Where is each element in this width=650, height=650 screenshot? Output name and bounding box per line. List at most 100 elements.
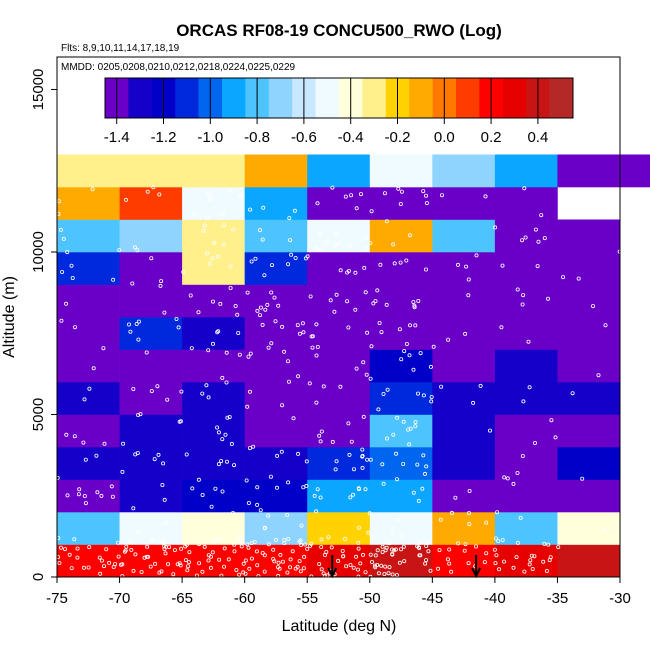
x-tick-label: -30 <box>609 590 631 607</box>
sample-point <box>210 299 215 304</box>
sample-point <box>67 552 72 557</box>
sample-point <box>421 189 426 194</box>
sample-point <box>300 321 305 326</box>
heatmap-cell <box>307 154 371 188</box>
sample-point <box>238 194 243 199</box>
sample-point <box>174 316 179 321</box>
heatmap-cell <box>432 349 496 383</box>
heatmap-cell <box>57 544 120 578</box>
sample-point <box>58 227 63 232</box>
sample-point <box>391 432 396 437</box>
sample-point <box>205 251 210 256</box>
sample-point <box>500 263 505 268</box>
sample-point <box>462 548 467 553</box>
heatmap-cell <box>119 154 183 188</box>
sample-point <box>253 256 258 261</box>
sample-point <box>548 555 553 560</box>
sample-point <box>213 486 218 491</box>
sample-point <box>363 487 368 492</box>
y-tick-label: 15000 <box>30 69 47 111</box>
sample-point <box>404 258 409 263</box>
sample-point <box>297 331 302 336</box>
sample-point <box>415 391 420 396</box>
sample-point <box>319 567 324 572</box>
sample-point <box>455 262 460 267</box>
sample-point <box>153 561 158 566</box>
sample-point <box>158 283 163 288</box>
sample-point <box>473 544 478 549</box>
sample-point <box>266 345 271 350</box>
sample-point <box>144 554 149 559</box>
sample-point <box>544 569 549 574</box>
sample-point <box>269 341 274 346</box>
sample-point <box>318 231 323 236</box>
sample-point <box>343 194 348 199</box>
sample-point <box>218 301 223 306</box>
sample-point <box>99 558 104 563</box>
sample-point <box>314 353 319 358</box>
sample-point <box>210 256 215 261</box>
heatmap-cell <box>307 187 371 220</box>
sample-point <box>310 345 315 350</box>
flights-annotation: Flts: 8,9,10,11,14,17,18,19 <box>61 43 180 54</box>
sample-point <box>260 322 265 327</box>
sample-point <box>234 568 239 573</box>
sample-point <box>248 351 253 356</box>
heatmap-cell <box>57 284 120 318</box>
sample-point <box>603 323 608 328</box>
sample-point <box>355 567 360 572</box>
sample-point <box>230 510 235 515</box>
sample-point <box>276 560 281 565</box>
sample-point <box>245 404 250 409</box>
sample-point <box>157 570 162 575</box>
sample-point <box>129 547 134 552</box>
sample-point <box>64 432 69 437</box>
heatmap-cell <box>557 349 621 383</box>
sample-point <box>216 462 221 467</box>
x-tick-label: -75 <box>46 590 68 607</box>
sample-point <box>315 201 320 206</box>
sample-point <box>314 509 319 514</box>
sample-point <box>478 383 483 388</box>
sample-point <box>466 293 471 298</box>
sample-point <box>161 461 166 466</box>
heatmap-cell <box>57 349 120 383</box>
heatmap-cell <box>307 252 371 285</box>
colorbar-swatch <box>456 78 480 118</box>
heatmap-cell <box>244 349 308 383</box>
heatmap-cell <box>119 349 183 383</box>
sample-point <box>256 574 261 579</box>
sample-point <box>426 549 431 554</box>
sample-point <box>215 425 220 430</box>
sample-point <box>379 330 384 335</box>
sample-point <box>116 540 121 545</box>
sample-point <box>257 313 262 318</box>
heatmap-cell <box>182 544 245 578</box>
sample-point <box>179 546 184 551</box>
sample-point <box>235 312 240 317</box>
colorbar-tick-label: -0.8 <box>244 129 270 146</box>
sample-point <box>303 256 308 261</box>
sample-point <box>428 568 433 573</box>
sample-point <box>373 299 378 304</box>
sample-point <box>332 309 337 314</box>
sample-point <box>142 555 147 560</box>
heatmap-cell <box>57 447 120 480</box>
sample-point <box>416 545 421 550</box>
sample-point <box>76 492 81 497</box>
sample-point <box>365 457 370 462</box>
sample-point <box>412 303 417 308</box>
sample-point <box>254 549 259 554</box>
sample-point <box>314 246 319 251</box>
heatmap-cell <box>494 349 558 383</box>
heatmap-cell <box>182 447 245 480</box>
sample-point <box>422 471 427 476</box>
sample-point <box>87 386 92 391</box>
sample-point <box>87 545 92 550</box>
sample-point <box>385 387 390 392</box>
sample-point <box>291 416 296 421</box>
sample-point <box>424 201 429 206</box>
heatmap-cell <box>57 414 120 448</box>
heatmap-cell <box>369 187 433 220</box>
sample-point <box>307 381 312 386</box>
